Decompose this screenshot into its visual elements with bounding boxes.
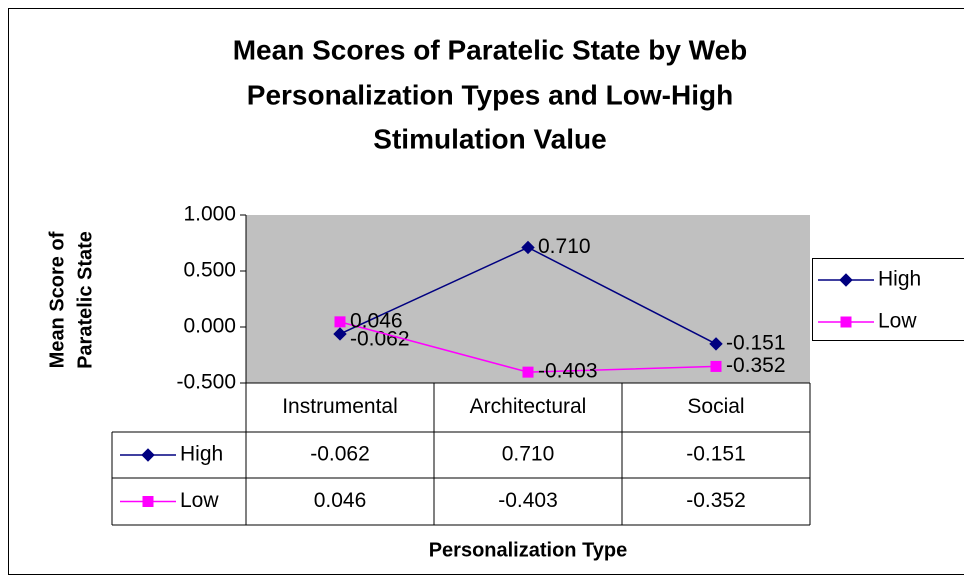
y-tick-label: -0.500 (176, 371, 236, 394)
data-label: -0.352 (726, 354, 786, 377)
legend-marker (840, 316, 852, 328)
data-point (710, 360, 722, 372)
table-key-marker (142, 496, 154, 507)
y-axis-title: Mean Score of (46, 231, 68, 368)
legend-label: High (878, 268, 921, 291)
data-point (522, 366, 534, 378)
chart-title: Personalization Types and Low-High (247, 79, 733, 110)
table-cell: 0.046 (314, 489, 367, 512)
x-tick-label: Architectural (470, 395, 587, 418)
chart-title: Stimulation Value (373, 123, 606, 154)
x-tick-label: Instrumental (282, 395, 398, 418)
data-label: -0.151 (726, 331, 786, 354)
data-point (333, 327, 347, 341)
table-row-label: Low (180, 489, 219, 512)
data-point (709, 337, 723, 351)
y-tick-label: 0.500 (183, 259, 236, 282)
table-cell: -0.403 (498, 489, 558, 512)
legend-label: Low (878, 310, 917, 333)
chart-title: Mean Scores of Paratelic State by Web (233, 34, 748, 65)
table-cell: 0.710 (502, 443, 555, 466)
table-row-label: High (180, 443, 223, 466)
data-label: 0.046 (350, 309, 403, 332)
x-axis-title: Personalization Type (429, 539, 628, 561)
x-tick-label: Social (687, 395, 744, 418)
y-tick-label: 1.000 (183, 203, 236, 226)
data-label: 0.710 (538, 235, 591, 258)
data-point (334, 316, 346, 328)
data-label: -0.062 (350, 327, 410, 350)
table-key-marker (141, 448, 155, 462)
table-cell: -0.062 (310, 443, 370, 466)
data-label: -0.403 (538, 360, 598, 383)
y-tick-label: 0.000 (183, 315, 236, 338)
table-cell: -0.352 (686, 489, 746, 512)
legend-marker (839, 273, 853, 287)
y-axis-title: Paratelic State (74, 231, 96, 369)
table-cell: -0.151 (686, 443, 746, 466)
data-point (521, 240, 535, 255)
legend-box (812, 258, 964, 341)
